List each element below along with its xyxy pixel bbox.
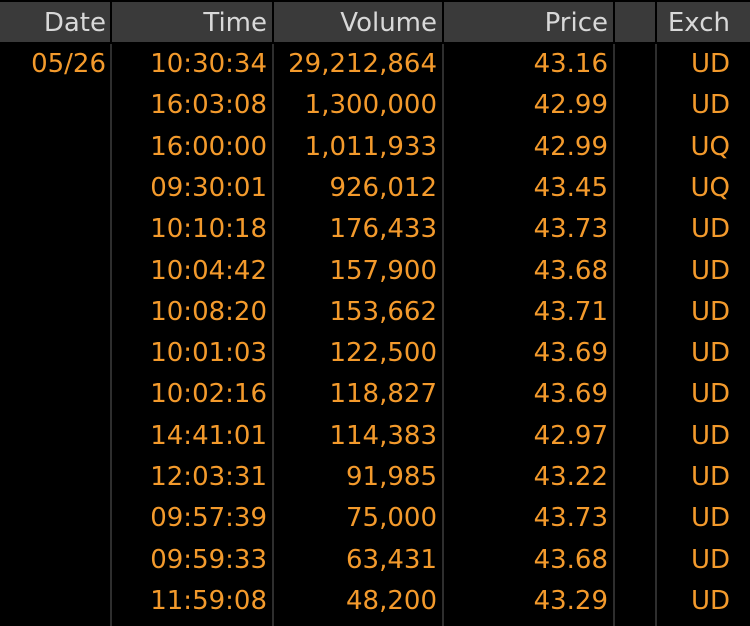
table-cell: 16:00:00	[150, 131, 267, 162]
table-cell: UD	[690, 544, 730, 575]
table-cell: 16:03:08	[150, 90, 267, 121]
table-cell: UD	[690, 90, 730, 121]
table-cell: 14:41:01	[150, 420, 267, 451]
header-cell-bg	[657, 2, 750, 42]
table-cell: 75,000	[346, 503, 437, 534]
table-cell: 29,212,864	[288, 49, 437, 79]
table-cell: 12:03:31	[150, 462, 267, 492]
table-cell: UD	[690, 462, 730, 492]
table-cell: 63,431	[346, 544, 437, 575]
table-cell: 43.29	[533, 585, 608, 616]
table-cell: 91,985	[346, 462, 437, 492]
header-spacer	[615, 2, 655, 42]
table-cell: UD	[690, 503, 730, 534]
table-cell: 1,011,933	[304, 131, 437, 162]
table-cell: 10:01:03	[150, 338, 267, 369]
table-cell: 43.22	[533, 462, 608, 492]
column-divider	[655, 44, 657, 626]
column-divider	[442, 44, 444, 626]
table-cell: UD	[690, 338, 730, 369]
header-cell-bg	[274, 2, 442, 42]
table-cell: 43.69	[533, 338, 608, 369]
table-cell: 42.99	[533, 131, 608, 162]
column-header: Exch	[667, 8, 730, 38]
column-divider	[272, 44, 274, 626]
table-cell: UD	[690, 420, 730, 451]
table-cell: 43.68	[533, 255, 608, 286]
table-cell: 10:10:18	[150, 214, 267, 245]
table-cell: 05/26	[31, 49, 106, 79]
table-cell: UQ	[690, 172, 731, 203]
table-cell: 42.99	[533, 90, 608, 121]
table-cell: 43.68	[533, 544, 608, 575]
table-cell: 43.69	[533, 379, 608, 410]
table-cell: 157,900	[329, 255, 437, 286]
table-cell: 122,500	[329, 338, 437, 369]
column-header: Date	[43, 8, 106, 38]
table-cell: 10:02:16	[150, 379, 267, 410]
table-cell: 09:30:01	[150, 172, 267, 203]
table-cell: UD	[690, 585, 730, 616]
table-cell: 48,200	[346, 585, 437, 616]
table-cell: UD	[690, 296, 730, 327]
table-cell: 43.73	[533, 503, 608, 534]
table-cell: 10:08:20	[150, 296, 267, 327]
table-cell: 43.71	[533, 296, 608, 327]
table-cell: 11:59:08	[150, 585, 267, 616]
header-cell-bg	[0, 2, 110, 42]
table-cell: UQ	[690, 131, 731, 162]
table-cell: 42.97	[533, 420, 608, 451]
table-cell: 10:30:34	[150, 49, 267, 79]
header-cell-bg	[444, 2, 613, 42]
header-cell-bg	[112, 2, 272, 42]
table-cell: 176,433	[329, 214, 437, 245]
column-header: Time	[203, 8, 267, 38]
table-cell: 926,012	[329, 172, 437, 203]
table-cell: 153,662	[329, 296, 437, 327]
table-cell: 43.45	[533, 172, 608, 203]
table-cell: 09:57:39	[150, 503, 267, 534]
table-cell: UD	[690, 255, 730, 286]
table-cell: 1,300,000	[304, 90, 437, 121]
column-divider	[110, 44, 112, 626]
table-cell: UD	[690, 49, 730, 79]
table-cell: 114,383	[329, 420, 437, 451]
table-cell: 43.16	[533, 49, 608, 79]
table-cell: 43.73	[533, 214, 608, 245]
table-cell: UD	[690, 214, 730, 245]
table-cell: UD	[690, 379, 730, 410]
column-divider	[613, 44, 615, 626]
table-cell: 09:59:33	[150, 544, 267, 575]
column-header: Price	[544, 8, 608, 38]
table-cell: 118,827	[329, 379, 437, 410]
column-header: Volume	[340, 8, 437, 38]
table-cell: 10:04:42	[150, 255, 267, 286]
